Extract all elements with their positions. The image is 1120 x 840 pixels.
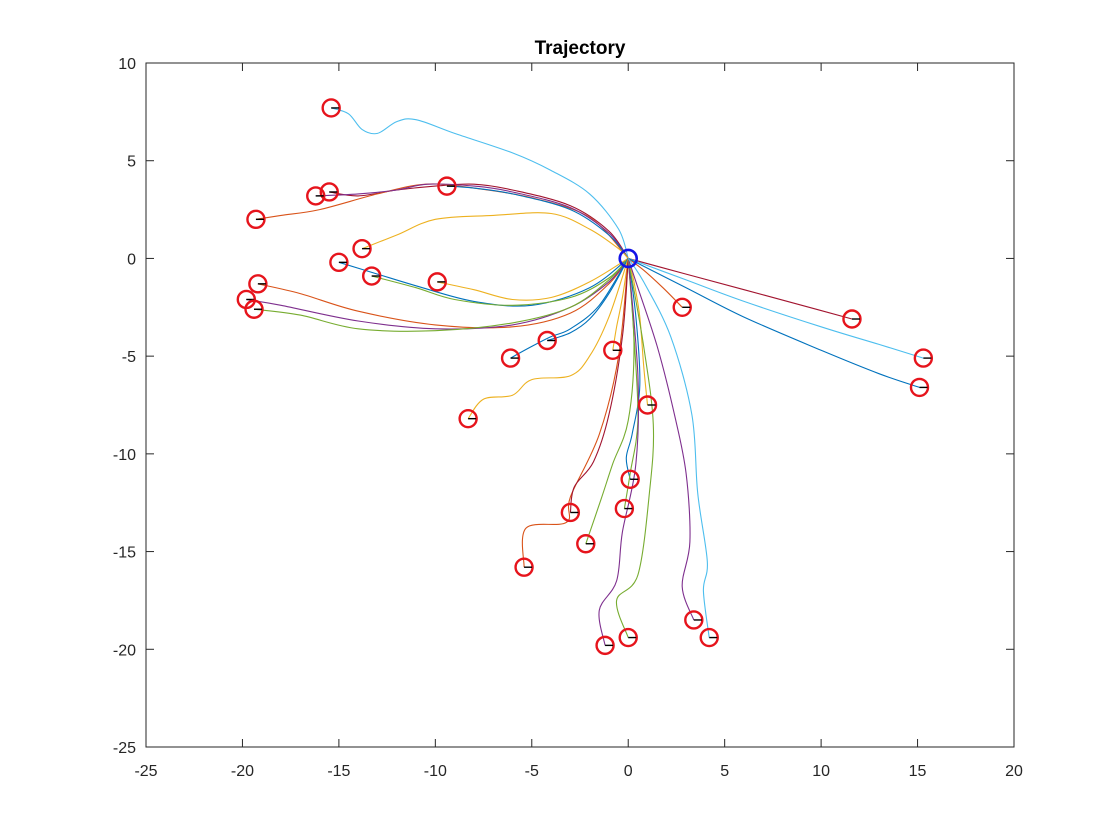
agent-marker-17 [672,297,692,317]
agent-marker-15 [458,408,478,429]
x-tick-label: 20 [1005,763,1023,780]
target-marker [618,248,639,269]
trajectory-line-27 [598,258,640,646]
agent-marker-21 [637,395,658,415]
trajectory-line-13 [510,258,629,359]
trajectory-line-14 [547,258,629,342]
agent-marker-19 [913,348,934,368]
x-tick: 15 [909,63,927,780]
target-marker-layer [618,248,639,269]
x-tick-label: -5 [525,763,539,780]
y-tick-label: -20 [113,642,136,659]
y-tick: -20 [113,642,1014,659]
trajectory-line-24 [569,258,629,513]
trajectory-line-7 [338,257,629,307]
y-tick-label: 0 [127,251,136,268]
trajectory-line-8 [371,258,629,306]
x-tick: -5 [525,63,539,780]
y-tick: 0 [127,251,1014,268]
y-tick: -5 [122,349,1014,366]
trajectory-line-16 [612,258,629,351]
y-tick-label: 5 [127,154,136,171]
agent-marker-12 [244,299,264,319]
x-tick: 0 [624,63,633,780]
agent-marker-26 [614,498,635,519]
trajectory-line-19 [628,257,924,359]
agent-marker-9 [427,272,447,292]
agent-marker-layer [236,98,934,656]
agent-marker-27 [595,635,615,656]
x-tick: 5 [720,63,729,780]
y-tick-label: -5 [122,349,136,366]
axis-tick-layer: -25 -20 -15 -10 -5 0 5 10 15 20 -25 -20 -15 -10 -5 0 5 10 [113,56,1023,780]
trajectory-line-6 [361,212,629,259]
agent-marker-10 [248,274,268,294]
x-tick: -25 [134,63,158,780]
trajectory-line-2 [329,183,629,259]
y-tick-label: -10 [113,447,136,464]
y-tick: -25 [113,740,1014,757]
x-tick-label: -15 [327,763,350,780]
agent-marker-4 [306,186,326,206]
agent-marker-18 [842,309,862,329]
trajectory-line-21 [627,258,649,406]
trajectory-line-5 [446,185,629,259]
agent-marker-6 [352,238,372,259]
trajectory-line-10 [257,258,629,329]
agent-marker-23 [514,557,534,577]
agent-marker-16 [603,340,623,360]
trajectory-line-28 [616,258,655,638]
trajectory-line-11 [246,258,629,330]
x-tick: 10 [812,63,830,780]
x-tick: 20 [1005,63,1023,780]
x-tick-label: 5 [720,763,729,780]
agent-marker-25 [576,534,596,554]
agent-marker-29 [684,610,704,630]
agent-marker-2 [319,182,339,202]
y-tick: 5 [127,154,1014,171]
trajectory-line-29 [627,258,695,621]
x-tick: -10 [424,63,447,780]
agent-marker-3 [246,209,266,230]
y-tick: 10 [118,56,1014,73]
x-tick-label: -20 [231,763,254,780]
y-tick-label: -15 [113,545,136,562]
trajectory-series-layer [246,107,924,646]
trajectory-line-30 [627,258,710,638]
agent-marker-8 [361,266,382,286]
x-tick-label: 0 [624,763,633,780]
x-tick-label: -10 [424,763,447,780]
agent-marker-1 [321,98,341,118]
trajectory-line-22 [625,258,641,480]
plot-frame [145,62,1015,748]
x-tick: -15 [327,63,351,780]
trajectory-line-1 [331,107,629,259]
trajectory-line-20 [627,257,920,388]
trajectory-line-4 [315,183,629,259]
chart-title: Trajectory [535,38,626,59]
agent-marker-30 [699,627,719,648]
x-tick-label: 15 [909,763,927,780]
x-tick: -20 [231,63,254,780]
agent-marker-22 [620,469,640,489]
trajectory-line-18 [628,257,853,320]
agent-marker-14 [537,330,557,351]
agent-marker-20 [909,377,930,398]
x-tick-label: 10 [812,763,830,780]
y-tick-label: -25 [113,740,136,757]
agent-marker-13 [500,348,521,368]
y-tick: -10 [113,447,1014,464]
trajectory-line-9 [437,257,629,301]
trajectory-line-3 [255,183,629,259]
trajectory-line-15 [467,258,629,420]
y-tick-label: 10 [118,56,136,73]
agent-marker-24 [560,502,581,523]
agent-marker-7 [329,252,349,273]
agent-marker-5 [437,176,457,196]
agent-marker-28 [618,627,638,648]
y-tick: -15 [113,545,1014,562]
trajectory-line-12 [253,258,629,332]
x-tick-label: -25 [134,763,157,780]
